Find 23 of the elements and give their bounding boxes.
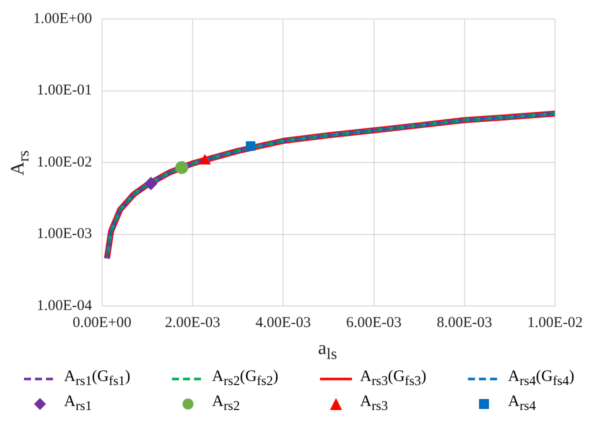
x-axis-title: a$_{ls}$ [317, 338, 338, 364]
point [246, 141, 256, 151]
legend-label: A$_{rs2}$(G$_{fs2}$) [212, 368, 278, 390]
legend-label: A$_{rs1}$ [64, 393, 92, 414]
legend-label: A$_{rs2}$ [212, 393, 240, 414]
y-tick-label: 1.00E-01 [36, 82, 92, 99]
y-tick-label: 1.00E+00 [33, 10, 92, 27]
legend-label: A$_{rs4}$(G$_{fs4}$) [508, 368, 574, 390]
x-tick-label: 6.00E-03 [346, 314, 402, 331]
x-tick-label: 1.00E-02 [527, 314, 583, 331]
y-tick-label: 1.00E-02 [36, 154, 92, 170]
y-tick-label: 1.00E-03 [36, 226, 92, 242]
legend-label: A$_{rs3}$ [360, 393, 388, 414]
y-tick-label: 1.00E-04 [36, 298, 92, 314]
legend-label: A$_{rs3}$(G$_{fs3}$) [360, 368, 426, 390]
x-tick-label: 0.00E+00 [72, 314, 132, 331]
point [144, 176, 158, 190]
legend-label: A$_{rs4}$ [508, 393, 536, 414]
x-tick-label: 2.00E-03 [164, 314, 220, 331]
x-tick-label: 8.00E-03 [436, 314, 492, 331]
legend-label: A$_{rs1}$(G$_{fs1}$) [64, 368, 130, 390]
point [175, 161, 188, 174]
x-tick-label: 4.00E-03 [255, 314, 311, 331]
